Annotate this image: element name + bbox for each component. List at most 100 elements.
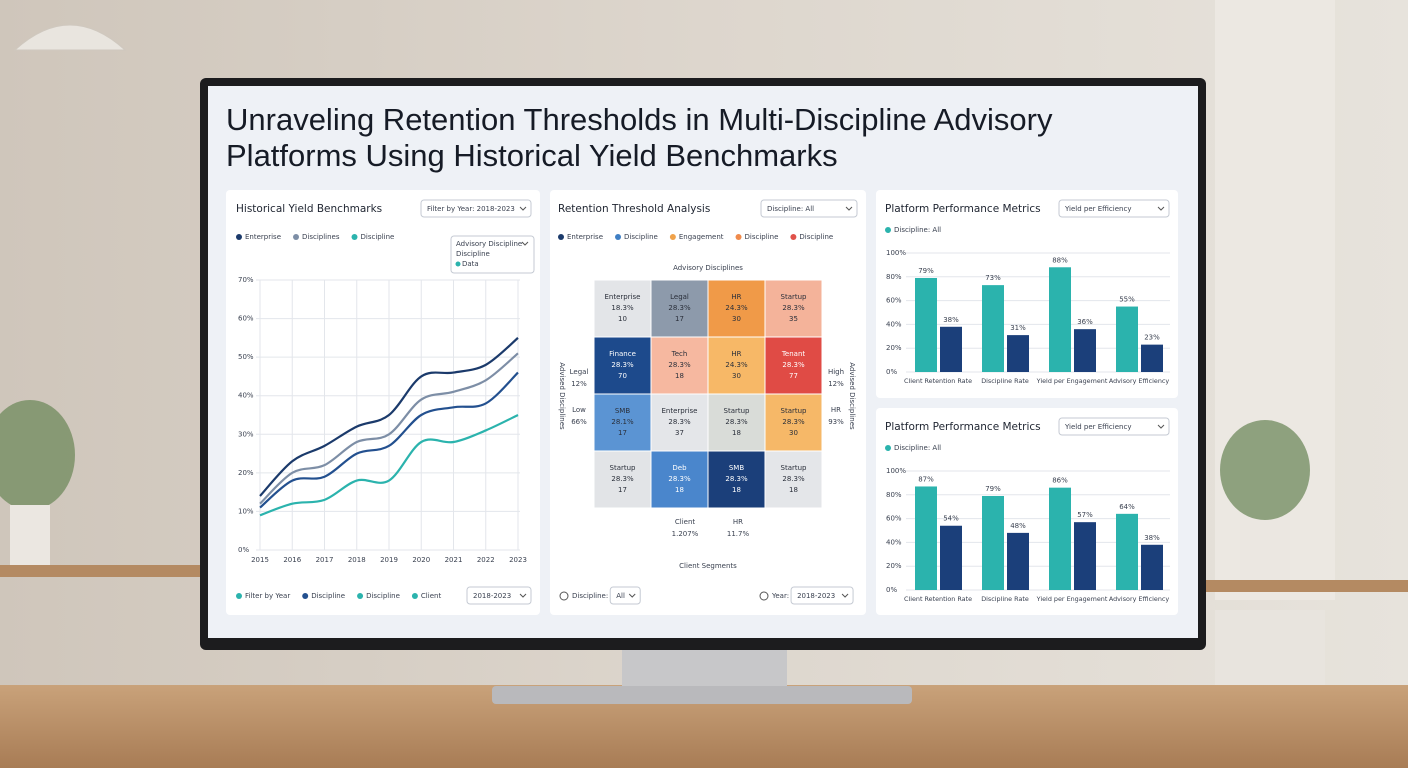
cell-rate: 28.3% xyxy=(668,304,691,312)
legend-label: Client xyxy=(421,592,442,600)
y-tick-label: 60% xyxy=(238,315,254,323)
legend-dot xyxy=(351,234,358,240)
x-tick-label: 2021 xyxy=(445,556,463,564)
y-tick-label: 20% xyxy=(238,469,254,477)
value-label: 88% xyxy=(1052,256,1068,264)
legend-label: Enterprise xyxy=(245,233,281,241)
x-tick-label: Advisory Efficiency xyxy=(1109,377,1170,385)
dropdown[interactable] xyxy=(420,199,532,218)
cell-label: Tech xyxy=(671,350,688,358)
bar xyxy=(1049,267,1071,372)
legend-label: Disciplines xyxy=(302,233,340,241)
bar xyxy=(940,525,962,590)
heat-cell xyxy=(708,451,765,508)
heat-cell xyxy=(651,280,708,337)
value-label: 79% xyxy=(985,485,1001,493)
legend-dot xyxy=(293,234,300,240)
legend-dot xyxy=(885,227,891,233)
heat-cell xyxy=(765,337,822,394)
legend-label: Discipline: All xyxy=(894,226,941,234)
y-tick-label: 0% xyxy=(238,546,249,554)
cell-rate: 28.3% xyxy=(782,475,805,483)
y-tick-label: 50% xyxy=(238,353,254,361)
cell-count: 30 xyxy=(732,315,741,323)
heat-cell xyxy=(594,451,651,508)
cell-rate: 28.1% xyxy=(611,418,634,426)
legend-label: Discipline xyxy=(366,592,400,600)
cell-rate: 28.3% xyxy=(725,418,748,426)
cell-rate: 24.3% xyxy=(725,304,748,312)
dropdown-label: 2018-2023 xyxy=(797,592,835,600)
cell-rate: 28.3% xyxy=(782,361,805,369)
legend-dot xyxy=(615,234,622,240)
dropdown[interactable] xyxy=(1058,417,1170,436)
books xyxy=(1215,610,1325,685)
heat-cell xyxy=(765,394,822,451)
cell-label: Startup xyxy=(781,464,808,472)
legend-dot xyxy=(885,445,891,451)
axis-title: Advised Disciplines xyxy=(848,362,856,430)
control-icon xyxy=(559,591,569,601)
dropdown-label: Yield per Efficiency xyxy=(1064,205,1131,213)
y-tick-label: 40% xyxy=(238,392,254,400)
dropdown[interactable] xyxy=(1058,199,1170,218)
legend-label: Discipline: All xyxy=(894,444,941,452)
cell-rate: 24.3% xyxy=(725,361,748,369)
monitor-base xyxy=(492,686,912,704)
dropdown[interactable] xyxy=(760,199,858,218)
axis-title: Client Segments xyxy=(679,562,737,570)
dropdown[interactable] xyxy=(790,586,854,605)
dropdown-label: Yield per Efficiency xyxy=(1064,423,1131,431)
x-tick-label: Discipline Rate xyxy=(981,595,1029,603)
cell-rate: 28.3% xyxy=(611,475,634,483)
axis-label: Legal xyxy=(570,368,589,376)
bar xyxy=(940,326,962,372)
x-tick-label: 2015 xyxy=(251,556,269,564)
y-tick-label: 30% xyxy=(238,430,254,438)
value-label: 55% xyxy=(1119,296,1135,304)
heat-cell xyxy=(765,280,822,337)
dropdown-label: Discipline: All xyxy=(767,205,814,213)
panel-title: Platform Performance Metrics xyxy=(885,421,1041,433)
value-label: 86% xyxy=(1052,477,1068,485)
dropdown[interactable] xyxy=(609,586,641,605)
dropdown[interactable] xyxy=(466,586,532,605)
bar xyxy=(1141,544,1163,590)
heat-cell xyxy=(765,451,822,508)
cell-label: HR xyxy=(731,293,741,301)
legend-label: Discipline xyxy=(799,233,833,241)
axis-label: High xyxy=(828,368,844,376)
value-label: 31% xyxy=(1010,324,1026,332)
value-label: 36% xyxy=(1077,318,1093,326)
cell-label: Startup xyxy=(781,293,808,301)
y-tick-label: 80% xyxy=(886,273,902,281)
legend-dot xyxy=(790,234,797,240)
legend-label: Discipline xyxy=(624,233,658,241)
control-label: Discipline: xyxy=(572,592,608,600)
x-tick-label: 2023 xyxy=(509,556,527,564)
axis-title: Advised Disciplines xyxy=(558,362,566,430)
value-label: 87% xyxy=(918,475,934,483)
y-tick-label: 80% xyxy=(886,491,902,499)
x-tick-label: Yield per Engagement xyxy=(1036,377,1108,385)
shelf-left xyxy=(0,565,205,577)
x-tick-label: 2022 xyxy=(477,556,495,564)
legend-dot xyxy=(302,593,309,599)
popup-item: Discipline xyxy=(456,250,490,258)
value-label: 38% xyxy=(943,316,959,324)
control-label: Year: xyxy=(771,592,789,600)
y-tick-label: 70% xyxy=(238,276,254,284)
x-tick-label: 2020 xyxy=(412,556,430,564)
y-tick-label: 40% xyxy=(886,538,902,546)
x-tick-label: Discipline Rate xyxy=(981,377,1029,385)
bar xyxy=(1007,335,1029,372)
bar xyxy=(1049,487,1071,590)
popup-dot xyxy=(455,261,461,267)
cell-count: 17 xyxy=(618,486,627,494)
x-tick-label: Client Retention Rate xyxy=(904,595,972,603)
heat-cell xyxy=(651,451,708,508)
legend-label: Filter by Year xyxy=(245,592,290,600)
legend-dot xyxy=(558,234,564,240)
cell-label: Legal xyxy=(670,293,689,301)
chevron xyxy=(1157,206,1165,211)
